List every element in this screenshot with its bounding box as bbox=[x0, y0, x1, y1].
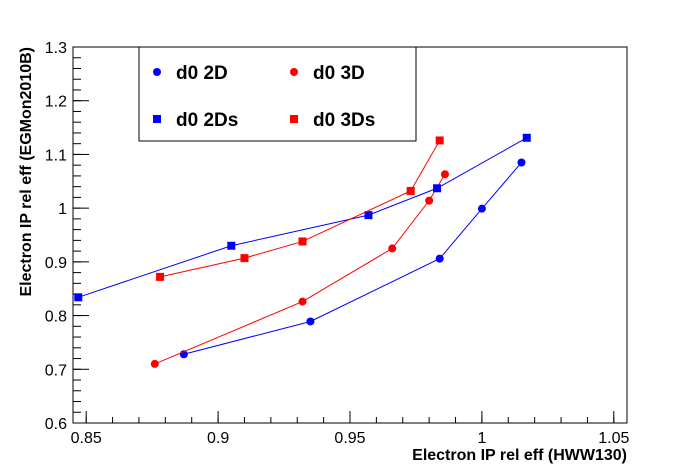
y-tick-label: 1.1 bbox=[45, 147, 67, 164]
series-d0-3ds bbox=[156, 136, 444, 281]
legend-entry: d0 2Ds bbox=[153, 110, 238, 131]
data-point bbox=[150, 359, 159, 368]
data-point bbox=[440, 170, 449, 179]
y-tick-label: 0.7 bbox=[45, 362, 67, 379]
x-tick-label: 1.05 bbox=[598, 430, 629, 447]
data-point bbox=[227, 241, 236, 250]
data-point bbox=[298, 237, 307, 246]
legend-marker bbox=[153, 68, 161, 76]
legend-marker bbox=[153, 115, 161, 123]
series-d0-2d bbox=[179, 158, 526, 359]
data-point bbox=[435, 136, 444, 145]
x-axis-title: Electron IP rel eff (HWW130) bbox=[412, 447, 627, 464]
data-point bbox=[388, 244, 397, 253]
legend-entry: d0 3Ds bbox=[290, 110, 375, 131]
tick-labels: 0.85 0.9 0.95 1 1.05 0.6 0.7 0.8 0.9 1 1.1 1.2 1.3 bbox=[45, 40, 630, 447]
y-tick-label: 1.2 bbox=[45, 94, 67, 111]
data-point bbox=[156, 272, 165, 281]
x-tick-label: 0.95 bbox=[334, 430, 365, 447]
y-tick-label: 0.9 bbox=[45, 255, 67, 272]
data-point bbox=[406, 186, 415, 195]
y-tick-label: 0.6 bbox=[45, 416, 67, 433]
y-tick-label: 1 bbox=[58, 201, 67, 218]
legend-marker bbox=[290, 68, 298, 76]
legend-box bbox=[138, 46, 417, 142]
data-point bbox=[364, 211, 373, 220]
data-point bbox=[477, 204, 486, 213]
data-point bbox=[306, 317, 315, 326]
legend-label: d0 3Ds bbox=[313, 110, 375, 131]
legend-label: d0 2Ds bbox=[176, 110, 238, 131]
legend-entry: d0 3D bbox=[290, 63, 365, 84]
y-tick-label: 0.8 bbox=[45, 309, 67, 326]
x-tick-label: 1 bbox=[477, 430, 486, 447]
x-tick-label: 0.85 bbox=[71, 430, 102, 447]
legend-label: d0 2D bbox=[176, 63, 228, 84]
legend-marker bbox=[290, 115, 298, 123]
axis-ticks bbox=[73, 46, 615, 424]
data-point bbox=[517, 158, 526, 167]
y-axis-title: Electron IP rel eff (EGMon2010B) bbox=[18, 47, 35, 297]
legend-entry: d0 2D bbox=[153, 63, 228, 84]
data-point bbox=[298, 297, 307, 306]
data-series bbox=[74, 133, 531, 368]
x-tick-label: 0.9 bbox=[207, 430, 229, 447]
y-tick-label: 1.3 bbox=[45, 40, 67, 57]
data-point bbox=[240, 254, 249, 263]
series-line bbox=[183, 162, 522, 355]
series-line bbox=[159, 140, 441, 278]
data-point bbox=[522, 133, 531, 142]
data-point bbox=[435, 254, 444, 263]
data-point bbox=[425, 196, 434, 205]
series-line bbox=[78, 137, 527, 298]
legend-label: d0 3D bbox=[313, 63, 365, 84]
data-point bbox=[433, 184, 442, 193]
series-d0-2ds bbox=[74, 133, 531, 302]
legend: d0 2D d0 3D d0 2Ds d0 3Ds bbox=[138, 46, 417, 142]
data-point bbox=[74, 293, 83, 302]
